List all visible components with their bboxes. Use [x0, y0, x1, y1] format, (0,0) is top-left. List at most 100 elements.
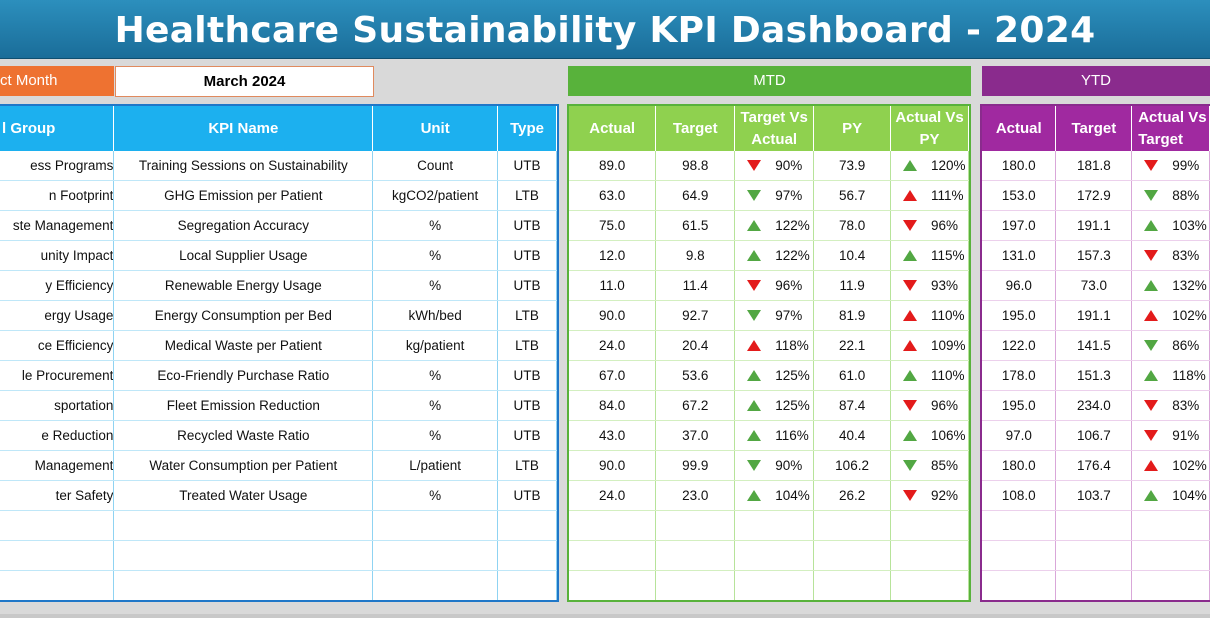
empty-cell [372, 510, 499, 541]
kpi-group-cell: unity Impact [0, 240, 115, 271]
unit-cell: % [372, 240, 499, 271]
mtd-target-vs-actual-cell: 96% [734, 270, 815, 301]
unit-cell: % [372, 390, 499, 421]
table-row: 195.0 234.0 83% [982, 390, 1210, 421]
unit-cell: kgCO2/patient [372, 180, 499, 211]
mtd-target-cell: 11.4 [655, 270, 736, 301]
type-cell: LTB [497, 330, 557, 361]
ytd-actual-cell: 195.0 [982, 300, 1057, 331]
mtd-target-cell: 61.5 [655, 210, 736, 241]
down-arrow-icon [747, 459, 762, 471]
empty-cell [1055, 540, 1133, 571]
percent-value: 118% [775, 337, 809, 353]
mtd-actual-vs-py-cell: 120% [890, 151, 969, 181]
down-arrow-icon [902, 219, 917, 231]
type-cell: UTB [497, 151, 557, 181]
mtd-target-vs-actual-cell: 116% [734, 420, 815, 451]
down-arrow-icon [747, 309, 762, 321]
table-row: ergy Usage Energy Consumption per Bed kWh/… [0, 300, 557, 331]
up-arrow-icon [747, 399, 762, 411]
unit-cell: % [372, 420, 499, 451]
table-row: 24.0 20.4 118% 22.1 109% [569, 330, 969, 361]
ytd-actual-vs-target-cell: 83% [1131, 240, 1210, 271]
ytd-table: Actual Target Actual Vs Target 180.0 181.… [982, 106, 1210, 600]
mtd-py-cell: 40.4 [813, 420, 891, 451]
ytd-actual-vs-target-cell: 91% [1131, 420, 1210, 451]
ytd-actual-cell: 153.0 [982, 180, 1057, 211]
kpi-group-text: unity Impact [40, 248, 114, 263]
empty-cell [734, 510, 815, 541]
kpi-group-cell: ste Management [0, 210, 115, 241]
empty-cell [372, 540, 499, 571]
ytd-actual-cell: 178.0 [982, 360, 1057, 391]
mtd-target-vs-actual-cell: 118% [734, 330, 815, 361]
ytd-actual-vs-target-cell: 99% [1131, 151, 1210, 181]
ytd-target-cell: 157.3 [1055, 240, 1133, 271]
mtd-header-actual-vs-py: Actual Vs PY [890, 106, 969, 151]
empty-cell [569, 570, 657, 600]
unit-cell: % [372, 360, 499, 391]
ytd-header: YTD [982, 66, 1210, 96]
percent-value: 110% [930, 307, 965, 323]
mtd-target-vs-actual-cell: 90% [734, 151, 815, 181]
empty-cell [1131, 540, 1210, 571]
up-arrow-icon [747, 429, 762, 441]
table-row: 43.0 37.0 116% 40.4 106% [569, 420, 969, 451]
down-arrow-icon [1144, 399, 1159, 411]
ytd-target-cell: 106.7 [1055, 420, 1133, 451]
mtd-py-cell: 78.0 [813, 210, 891, 241]
ytd-actual-cell: 197.0 [982, 210, 1057, 241]
empty-cell [0, 540, 115, 571]
type-cell: LTB [497, 180, 557, 211]
mtd-target-vs-actual-cell: 125% [734, 360, 815, 391]
ytd-header-actual-vs-target: Actual Vs Target [1131, 106, 1210, 151]
percent-value: 91% [1172, 427, 1200, 443]
percent-value: 90% [775, 457, 803, 473]
mtd-actual-vs-py-cell: 96% [890, 210, 969, 241]
empty-cell [655, 570, 736, 600]
percent-value: 109% [930, 337, 966, 353]
header-unit: Unit [372, 106, 499, 151]
empty-cell [569, 540, 657, 571]
mtd-py-cell: 73.9 [813, 151, 891, 181]
percent-value: 110% [930, 367, 965, 383]
ytd-panel: Actual Target Actual Vs Target 180.0 181.… [980, 104, 1210, 602]
empty-cell [734, 570, 815, 600]
table-row: 195.0 191.1 102% [982, 300, 1210, 331]
percent-value: 111% [930, 187, 964, 203]
mtd-actual-vs-py-cell: 85% [890, 450, 969, 481]
down-arrow-icon [902, 459, 917, 471]
mtd-target-cell: 9.8 [655, 240, 736, 271]
empty-cell [655, 540, 736, 571]
kpi-name-cell: Segregation Accuracy [113, 210, 374, 241]
ytd-header-actual: Actual [982, 106, 1057, 151]
mtd-header-target-vs-actual: Target Vs Actual [734, 106, 815, 151]
table-row: 108.0 103.7 104% [982, 480, 1210, 511]
mtd-target-cell: 67.2 [655, 390, 736, 421]
mtd-target-vs-actual-cell: 97% [734, 300, 815, 331]
mtd-target-cell: 64.9 [655, 180, 736, 211]
ytd-actual-vs-target-cell: 132% [1131, 270, 1210, 301]
kpi-name-cell: Local Supplier Usage [113, 240, 374, 271]
mtd-target-cell: 92.7 [655, 300, 736, 331]
kpi-group-cell: y Efficiency [0, 270, 115, 301]
table-row: 153.0 172.9 88% [982, 180, 1210, 211]
percent-value: 97% [775, 307, 803, 323]
mtd-actual-vs-py-cell: 96% [890, 390, 969, 421]
mtd-actual-vs-py-cell: 92% [890, 480, 969, 511]
table-row: Management Water Consumption per Patient L… [0, 450, 557, 481]
ytd-actual-cell: 195.0 [982, 390, 1057, 421]
unit-cell: Count [372, 151, 499, 181]
mtd-target-vs-actual-cell: 125% [734, 390, 815, 421]
down-arrow-icon [747, 189, 762, 201]
kpi-name-cell: Renewable Energy Usage [113, 270, 374, 301]
ytd-target-cell: 234.0 [1055, 390, 1133, 421]
kpi-group-text: sportation [54, 398, 114, 413]
down-arrow-icon [1144, 249, 1159, 261]
month-select[interactable]: March 2024 [115, 66, 374, 97]
percent-value: 99% [1172, 157, 1200, 173]
unit-cell: % [372, 270, 499, 301]
kpi-name-cell: Medical Waste per Patient [113, 330, 374, 361]
up-arrow-icon [1144, 459, 1159, 471]
header-type: Type [497, 106, 557, 151]
